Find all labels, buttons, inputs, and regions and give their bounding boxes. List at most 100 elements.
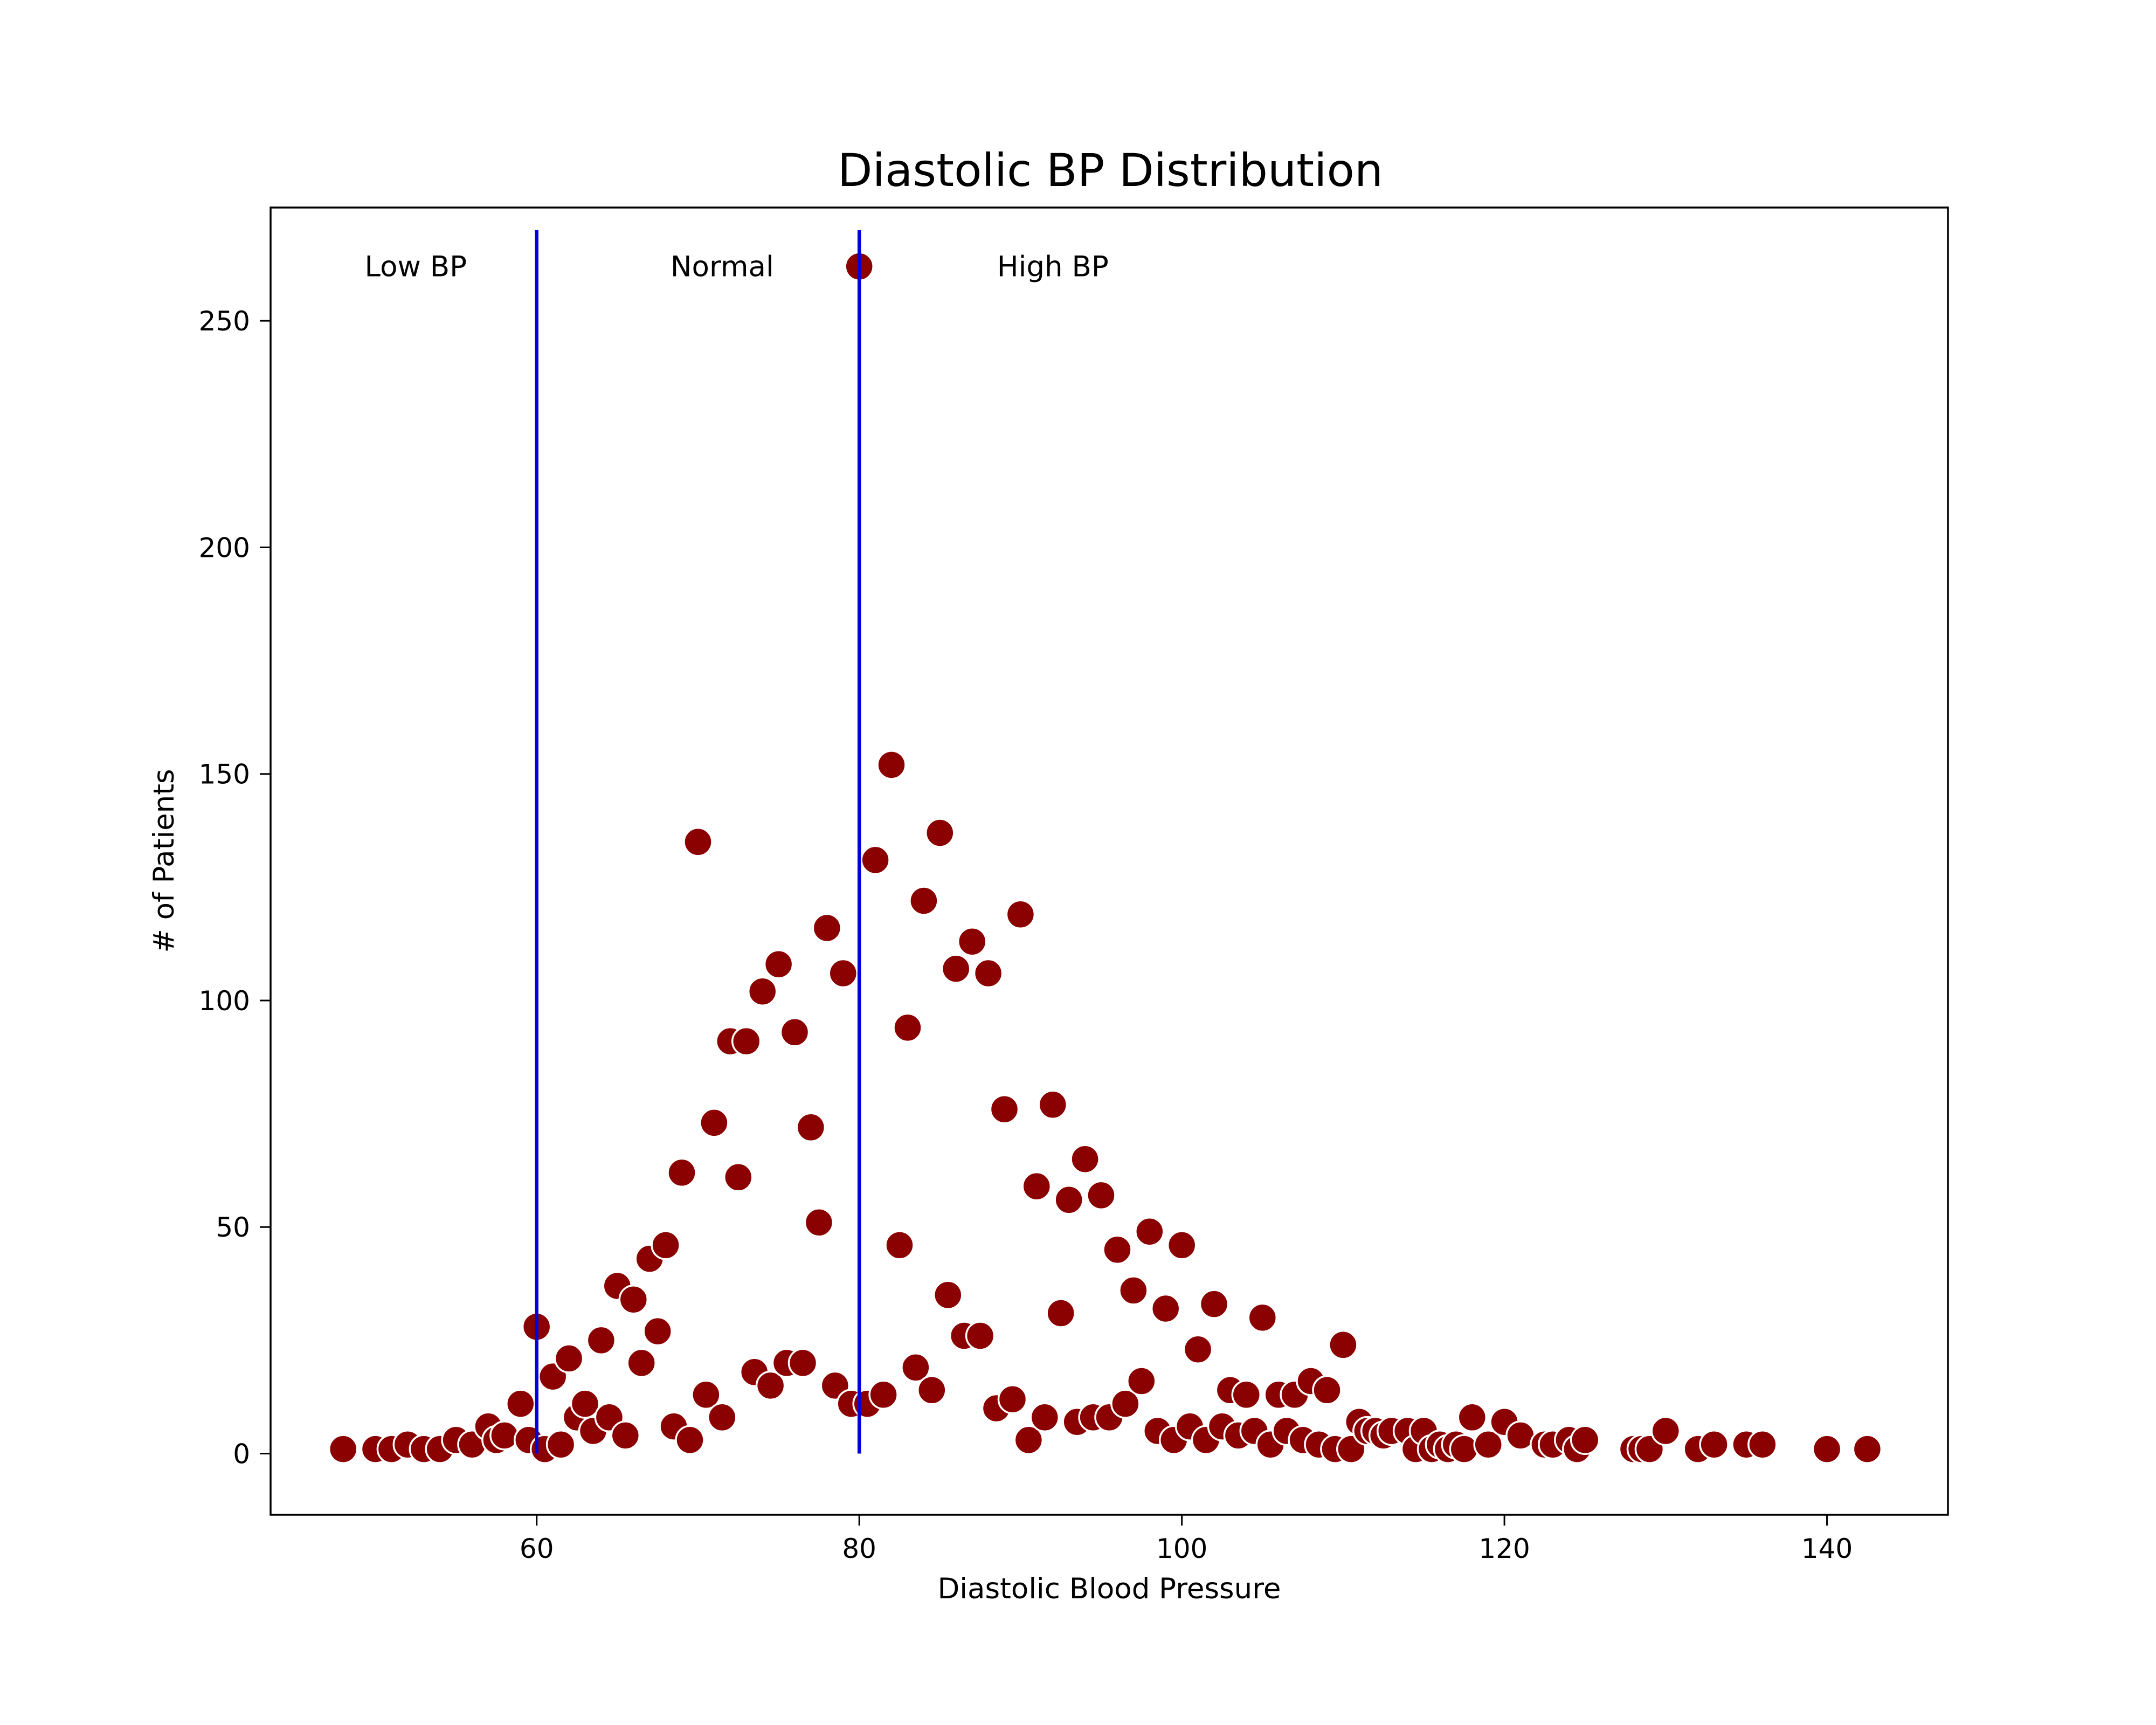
- data-point-87: [1118, 1275, 1149, 1306]
- data-point-46: [787, 1348, 818, 1378]
- data-point-127: [1449, 1434, 1480, 1464]
- data-point-75: [1021, 1171, 1052, 1202]
- data-point-57: [876, 750, 907, 780]
- data-point-16: [545, 1429, 576, 1460]
- data-point-29: [651, 1230, 681, 1260]
- data-point-146: [1852, 1434, 1883, 1464]
- data-point-74: [1013, 1425, 1044, 1455]
- data-point-56: [868, 1379, 899, 1410]
- data-point-21: [586, 1325, 617, 1356]
- data-point-93: [1166, 1230, 1197, 1260]
- y-tick-label-150: 150: [199, 759, 250, 790]
- data-point-86: [1110, 1389, 1141, 1419]
- data-point-24: [610, 1420, 641, 1451]
- data-point-43: [763, 949, 794, 979]
- data-point-25: [618, 1284, 649, 1315]
- data-point-28: [642, 1316, 673, 1347]
- data-point-58: [884, 1230, 915, 1260]
- data-point-55: [860, 845, 890, 875]
- data-point-140: [1650, 1416, 1681, 1446]
- data-point-69: [973, 958, 1004, 989]
- x-tick-label-120: 120: [1478, 1533, 1530, 1564]
- y-axis-label: # of Patients: [148, 769, 181, 953]
- data-point-35: [699, 1108, 729, 1138]
- data-point-68: [965, 1321, 996, 1351]
- data-point-95: [1183, 1334, 1213, 1364]
- data-point-51: [828, 958, 859, 989]
- region-label-0: Low BP: [365, 250, 467, 283]
- data-point-77: [1038, 1089, 1068, 1120]
- data-point-71: [989, 1094, 1020, 1124]
- data-point-103: [1247, 1302, 1278, 1333]
- data-point-32: [675, 1425, 705, 1455]
- region-label-2: High BP: [997, 250, 1109, 283]
- data-point-47: [796, 1112, 826, 1143]
- data-point-10: [489, 1420, 520, 1451]
- x-axis-label: Diastolic Blood Pressure: [937, 1572, 1281, 1605]
- region-label-1: Normal: [671, 250, 774, 283]
- y-tick-label-200: 200: [199, 532, 250, 563]
- data-point-145: [1812, 1434, 1842, 1464]
- chart-title: Diastolic BP Distribution: [838, 144, 1383, 197]
- x-tick-label-140: 140: [1801, 1533, 1853, 1564]
- data-point-85: [1102, 1234, 1132, 1265]
- data-point-61: [909, 886, 939, 916]
- y-tick-label-100: 100: [199, 985, 250, 1017]
- data-point-33: [683, 827, 713, 857]
- x-tick-label-60: 60: [520, 1533, 554, 1564]
- x-tick-label-100: 100: [1156, 1533, 1207, 1564]
- data-points: [328, 251, 1883, 1464]
- data-point-91: [1150, 1293, 1181, 1324]
- data-point-113: [1328, 1330, 1358, 1360]
- data-point-81: [1070, 1144, 1100, 1174]
- data-point-64: [933, 1280, 963, 1310]
- axis-ticks: 60 80 100 120 140 0 50 100 150 200 250: [199, 306, 1853, 1564]
- data-point-59: [893, 1012, 923, 1043]
- data-point-39: [731, 1026, 762, 1057]
- data-point-88: [1127, 1366, 1157, 1396]
- data-point-63: [925, 818, 955, 848]
- data-point-101: [1231, 1379, 1262, 1410]
- data-point-142: [1699, 1429, 1729, 1460]
- data-point-60: [901, 1353, 931, 1383]
- data-point-136: [1570, 1425, 1600, 1455]
- data-point-67: [957, 926, 987, 957]
- data-point-17: [554, 1343, 584, 1374]
- data-point-65: [941, 954, 971, 984]
- data-point-31: [667, 1157, 697, 1188]
- plot-frame: [270, 206, 1949, 1516]
- data-point-83: [1086, 1180, 1116, 1211]
- data-point-42: [755, 1370, 786, 1401]
- data-point-129: [1473, 1429, 1503, 1460]
- y-tick-label-0: 0: [233, 1439, 250, 1470]
- y-tick-label-250: 250: [199, 306, 250, 337]
- data-point-144: [1747, 1429, 1778, 1460]
- data-point-45: [779, 1017, 810, 1047]
- threshold-lines: [535, 230, 861, 1454]
- data-point-41: [747, 976, 778, 1006]
- data-point-89: [1135, 1216, 1165, 1247]
- y-tick-label-50: 50: [216, 1212, 250, 1243]
- data-point-97: [1199, 1289, 1229, 1319]
- data-point-73: [1005, 899, 1036, 930]
- data-point-48: [804, 1208, 834, 1238]
- data-point-0: [328, 1434, 358, 1464]
- data-point-62: [917, 1375, 947, 1405]
- data-point-111: [1312, 1375, 1342, 1405]
- data-point-49: [812, 913, 842, 943]
- data-point-79: [1054, 1185, 1084, 1215]
- data-point-72: [997, 1384, 1028, 1414]
- data-point-38: [723, 1162, 754, 1192]
- data-point-26: [626, 1348, 657, 1378]
- data-point-19: [570, 1389, 600, 1419]
- data-point-11: [506, 1389, 536, 1419]
- region-labels: Low BP Normal High BP: [365, 250, 1109, 283]
- x-tick-label-80: 80: [842, 1533, 876, 1564]
- data-point-34: [691, 1379, 721, 1410]
- data-point-36: [707, 1402, 737, 1433]
- data-point-78: [1046, 1298, 1076, 1328]
- data-point-76: [1029, 1402, 1060, 1433]
- data-point-128: [1457, 1402, 1488, 1433]
